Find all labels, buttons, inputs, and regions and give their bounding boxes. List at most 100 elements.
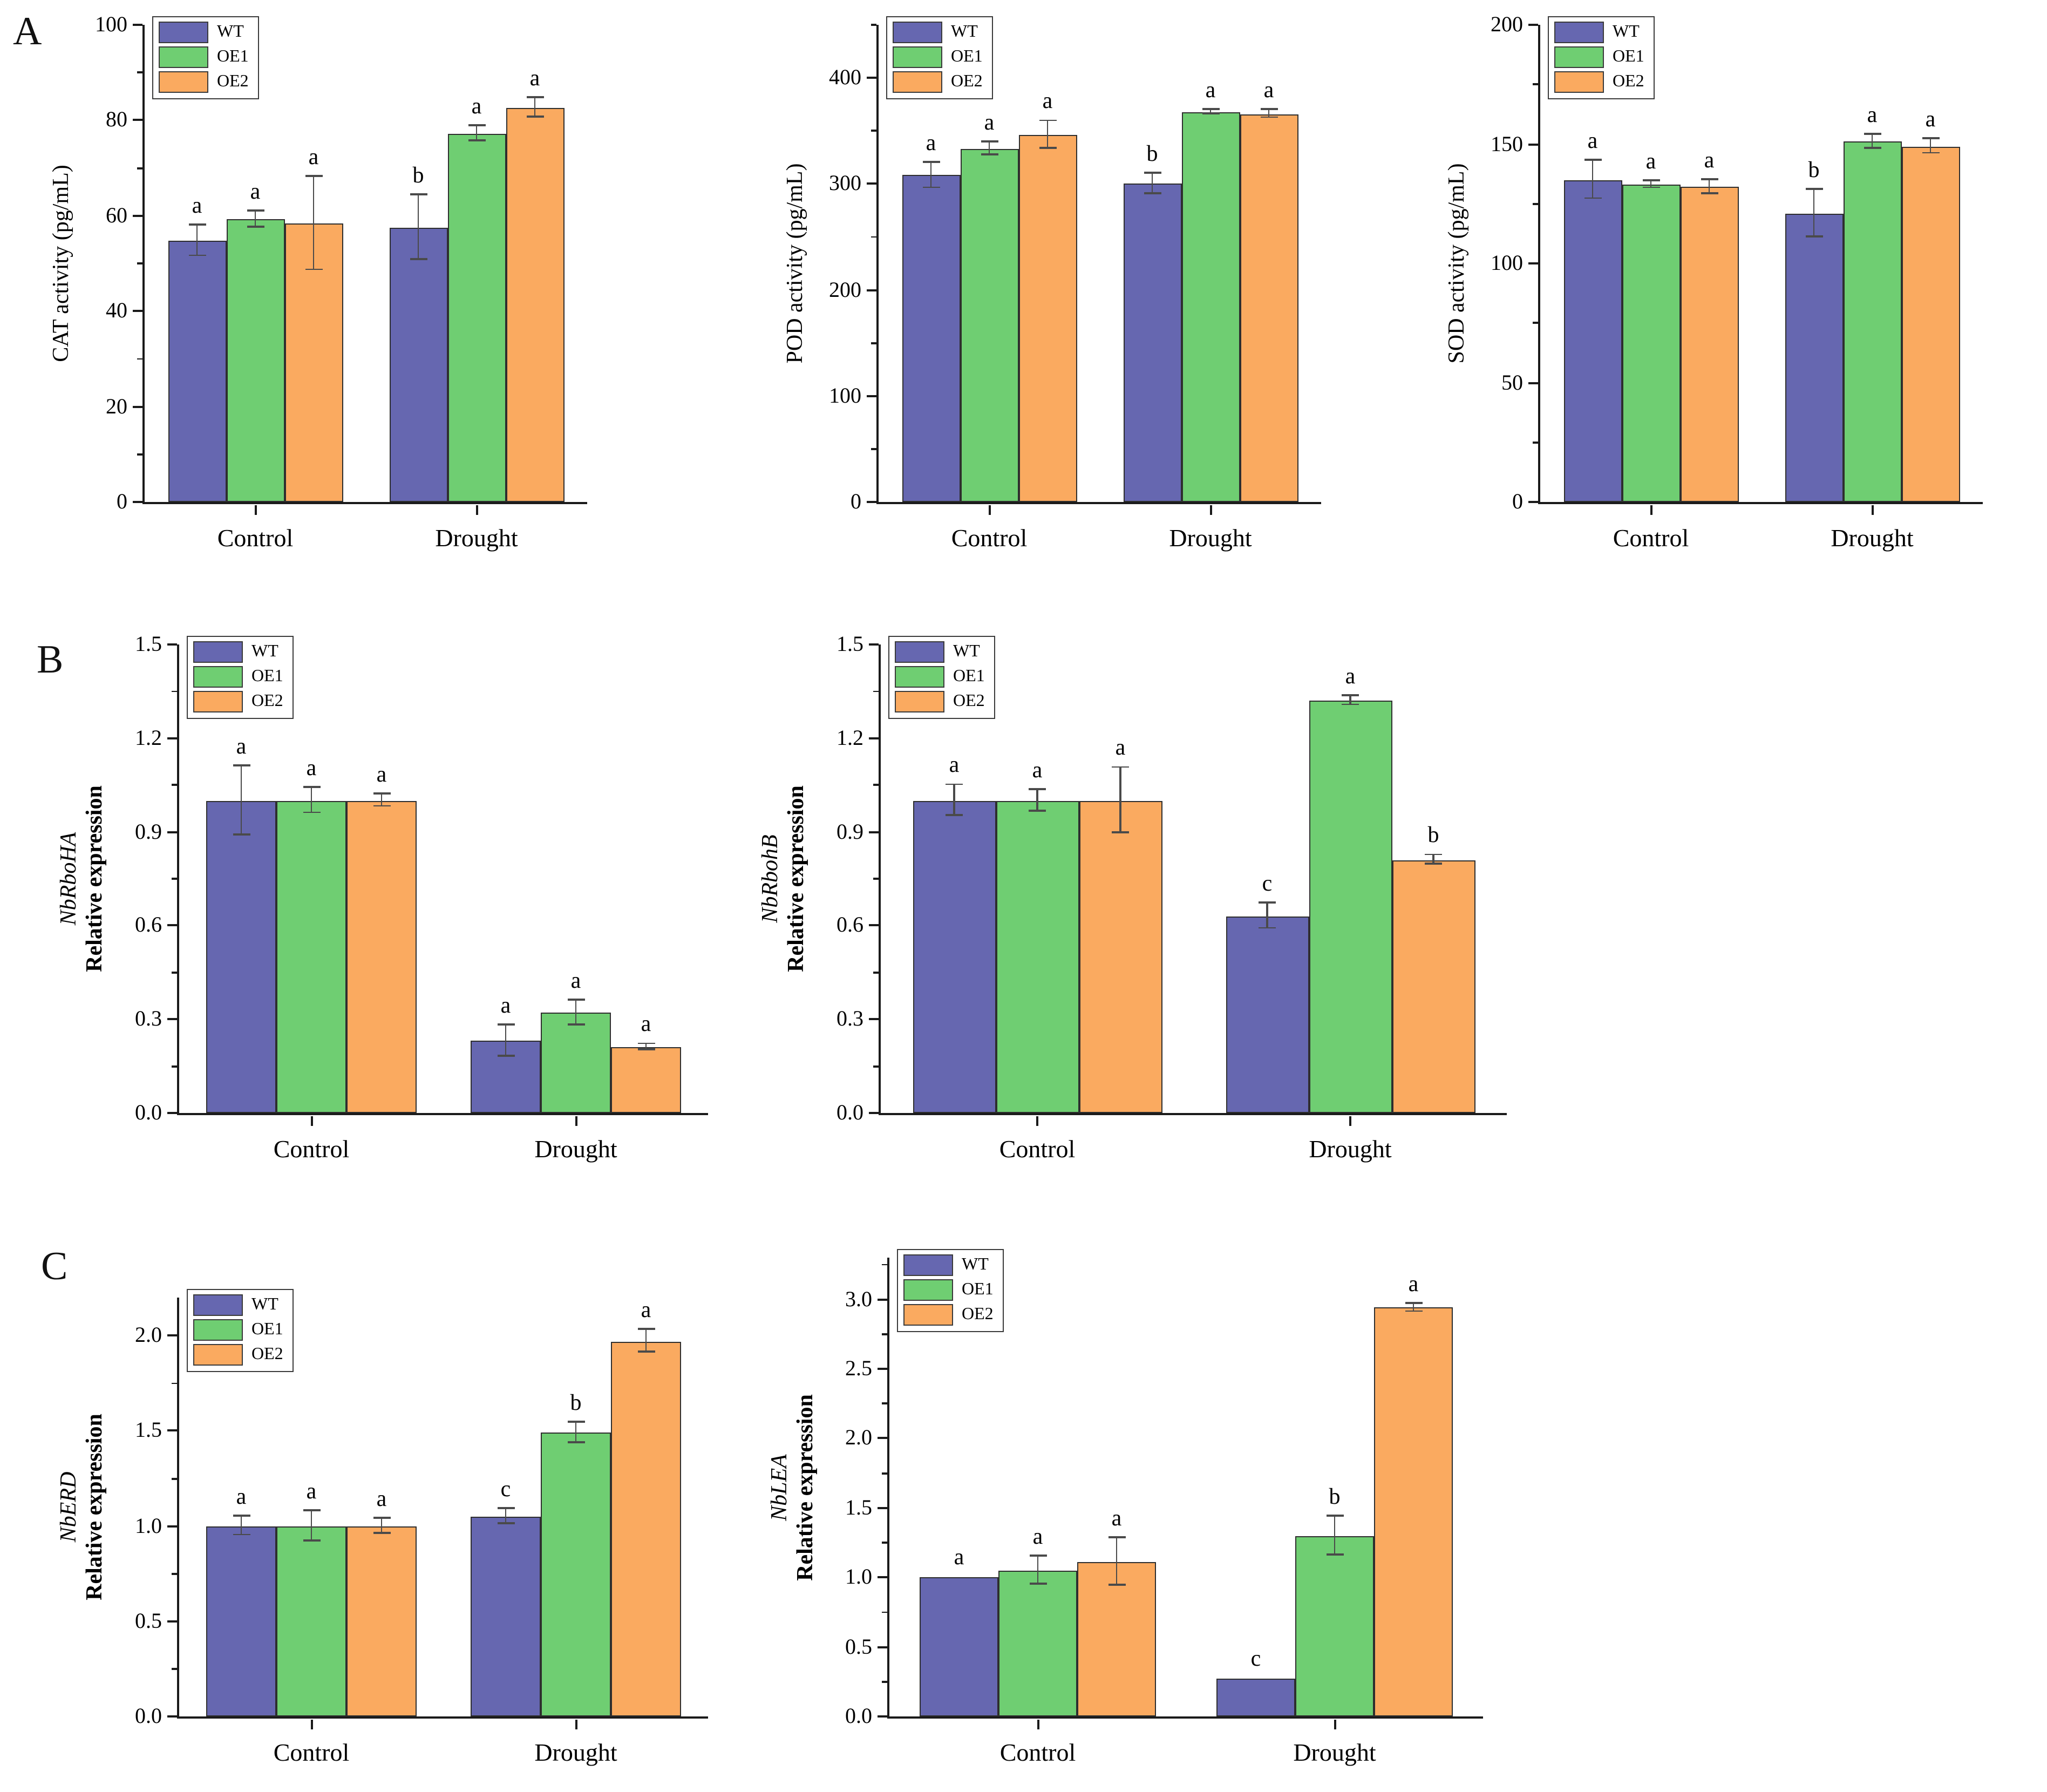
y-minor-tick — [871, 130, 876, 132]
legend-item: WT — [903, 1254, 994, 1276]
sig-letter: b — [570, 1389, 582, 1415]
error-bar-cap-bottom — [303, 811, 320, 813]
sig-letter: a — [308, 143, 319, 169]
legend-swatch-oe2 — [893, 71, 942, 93]
error-bar-cap-top — [1922, 137, 1939, 140]
y-tick-label: 100 — [1491, 252, 1523, 275]
y-minor-tick — [881, 1542, 887, 1544]
bar-oe2-control — [1018, 135, 1077, 502]
legend-item: OE2 — [895, 691, 985, 712]
sig-letter: a — [376, 1485, 387, 1511]
sig-letter: a — [1704, 146, 1715, 173]
y-minor-tick — [171, 1477, 176, 1480]
legend-item: WT — [1554, 22, 1644, 43]
legend-item: OE1 — [193, 666, 283, 688]
y-axis-title: NbRboHA Relative expression — [52, 644, 112, 1113]
error-bar-stem — [1708, 180, 1710, 194]
error-bar-stem — [505, 1509, 507, 1524]
y-minor-tick — [171, 878, 176, 880]
panel-label-c: C — [41, 1245, 68, 1289]
legend: WT OE1 OE2 — [187, 636, 294, 719]
x-category-label: Control — [999, 1136, 1076, 1163]
sig-letter: a — [1925, 106, 1936, 132]
legend-label: OE2 — [251, 692, 283, 710]
y-tick-label: 0.0 — [135, 1705, 162, 1728]
legend-swatch-wt — [193, 641, 243, 663]
sig-letter: a — [306, 755, 317, 781]
y-tick — [868, 924, 878, 927]
x-tick — [575, 1720, 577, 1729]
sig-letter: a — [236, 732, 247, 759]
y-tick — [1528, 382, 1538, 384]
y-tick — [877, 1715, 887, 1718]
legend-swatch-oe1 — [193, 666, 243, 688]
legend-swatch-oe1 — [895, 666, 944, 688]
legend-label: WT — [217, 23, 244, 41]
y-tick-label: 80 — [106, 108, 127, 132]
error-bar-cap-top — [373, 792, 390, 795]
bar-wt-control — [902, 175, 960, 502]
y-tick-label: 1.5 — [135, 1418, 162, 1443]
error-bar-cap-top — [305, 174, 322, 177]
y-tick — [167, 1715, 176, 1718]
sig-letter: a — [500, 992, 511, 1018]
error-bar-cap-bottom — [188, 254, 206, 256]
error-bar-cap-top — [1029, 1555, 1046, 1557]
sig-letter: a — [471, 92, 482, 119]
error-bar-stem — [240, 1516, 242, 1536]
bar-oe2-drought — [506, 107, 564, 502]
legend-item: OE1 — [1554, 46, 1644, 68]
y-tick — [866, 395, 876, 397]
error-bar-stem — [1037, 1556, 1039, 1585]
error-bar-cap-top — [188, 223, 206, 226]
legend-label: OE1 — [1613, 47, 1644, 66]
legend-label: OE1 — [217, 47, 249, 66]
bar-wt-drought — [471, 1516, 541, 1716]
error-bar-stem — [645, 1044, 647, 1051]
y-tick — [866, 182, 876, 185]
error-bar-cap-bottom — [946, 814, 963, 817]
error-bar-stem — [1432, 855, 1434, 865]
error-bar-cap-top — [303, 1509, 320, 1511]
x-tick — [254, 505, 256, 515]
x-category-label: Drought — [1293, 1739, 1376, 1766]
y-tick — [866, 289, 876, 291]
error-bar-cap-top — [410, 193, 427, 195]
y-tick — [877, 1506, 887, 1509]
y-tick-label: 20 — [106, 395, 127, 419]
sig-letter: a — [1032, 756, 1043, 783]
sig-letter: a — [641, 1296, 651, 1322]
legend-item: OE1 — [159, 46, 249, 68]
bar-oe2-control — [1680, 187, 1738, 502]
y-tick — [868, 831, 878, 833]
bar-oe1-control — [1622, 185, 1680, 502]
error-bar-cap-bottom — [1202, 112, 1219, 114]
y-minor-tick — [1532, 322, 1538, 324]
legend-label: OE2 — [251, 1345, 283, 1363]
panel-label-b: B — [37, 638, 64, 682]
x-category-label: Control — [217, 525, 294, 552]
x-tick — [310, 1116, 312, 1126]
legend-item: WT — [893, 22, 983, 43]
x-tick — [1209, 505, 1212, 515]
error-bar-cap-top — [1202, 107, 1219, 110]
y-minor-tick — [881, 1472, 887, 1475]
legend: WT OE1 OE2 — [187, 1289, 294, 1372]
y-tick — [132, 405, 142, 408]
y-tick-label: 0.0 — [845, 1705, 872, 1728]
sig-letter: b — [412, 161, 424, 188]
error-bar-cap-top — [526, 96, 543, 99]
error-bar-cap-top — [1260, 107, 1277, 110]
error-bar-stem — [417, 195, 419, 260]
legend-swatch-wt — [1554, 22, 1604, 43]
chart-nbrbohb-expression: 0.0 0.3 0.6 0.9 1.2 1.5 Control a a a Drought c a b WT… — [757, 599, 1541, 1189]
y-tick-label: 0 — [117, 490, 127, 514]
error-bar-cap-bottom — [247, 226, 264, 228]
chart-cat-activity: 0 20 40 60 80 100 Control a a a Drought b a a WT OE1 OE2… — [28, 0, 622, 578]
error-bar-cap-bottom — [1326, 1553, 1343, 1556]
sig-letter: c — [1262, 870, 1273, 897]
y-minor-tick — [137, 453, 142, 456]
legend-label: OE2 — [951, 72, 983, 91]
error-bar-cap-bottom — [567, 1441, 584, 1443]
legend-label: OE2 — [1613, 72, 1644, 91]
